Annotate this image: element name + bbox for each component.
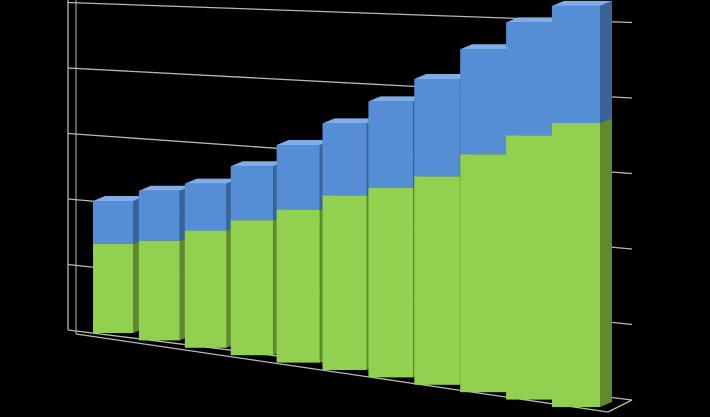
bar-1-top <box>93 196 145 201</box>
bar-4-series-2 <box>230 166 274 221</box>
bar-2-top <box>138 185 192 191</box>
bar-7-series-1 <box>368 187 414 378</box>
bar-8-series-1 <box>414 176 460 385</box>
bar-6-series-1 <box>322 195 367 370</box>
bar-2-series-2 <box>138 190 180 241</box>
bar-1-series-1 <box>93 243 133 333</box>
bar-11-series-1-side <box>600 118 612 407</box>
bar-7-series-2 <box>368 101 414 188</box>
bar-10-series-1 <box>506 135 554 400</box>
bar-9-series-1 <box>460 154 507 393</box>
bar-8-series-2 <box>414 79 460 177</box>
bar-10-series-2 <box>506 22 554 136</box>
bar-7-top <box>368 96 426 102</box>
chart-bars <box>93 0 612 407</box>
bar-3-series-2 <box>184 183 227 231</box>
bar-11-series-2-side <box>600 0 612 124</box>
bar-1-series-2 <box>93 201 133 244</box>
bar-5-top <box>276 140 332 145</box>
bar-3-top <box>184 178 239 184</box>
floor-right-edge <box>607 399 633 413</box>
bar-5-series-1 <box>276 209 320 363</box>
bar-8-top <box>414 74 472 79</box>
bar-9-top <box>460 44 519 50</box>
bar-4-top <box>230 161 286 167</box>
bar-11-top <box>552 0 612 6</box>
bar-6-top <box>322 118 379 124</box>
bar-11-series-1 <box>552 123 600 407</box>
bar-5-series-2 <box>276 145 320 210</box>
bar-10-top <box>506 17 566 23</box>
bar-11-series-2 <box>552 5 600 124</box>
bar-9-series-2 <box>460 49 507 155</box>
bar-4-series-1 <box>230 220 274 356</box>
bar-3-series-1 <box>184 230 227 348</box>
bar-2-series-1 <box>138 240 180 341</box>
bar-6-series-2 <box>322 123 367 196</box>
